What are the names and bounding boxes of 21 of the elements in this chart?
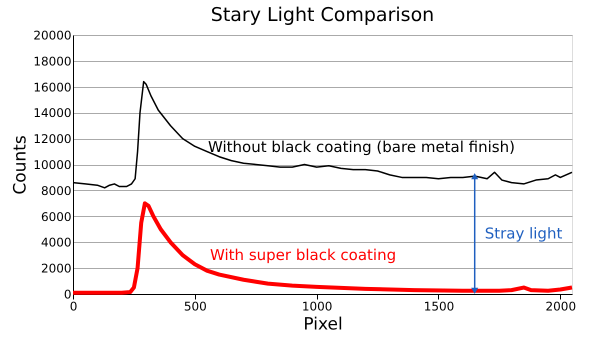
series-label: With super black coating [210, 246, 396, 264]
x-tick-label: 1500 [424, 300, 454, 314]
y-tick-label: 8000 [40, 184, 72, 198]
y-axis-title: Counts [10, 135, 30, 195]
y-tick-label: 2000 [40, 262, 72, 276]
x-axis-title: Pixel [303, 314, 343, 334]
y-tick-label: 0 [64, 288, 72, 302]
y-tick-label: 6000 [40, 210, 72, 224]
y-tick-label: 18000 [33, 54, 72, 68]
y-tick-label: 4000 [40, 236, 72, 250]
y-tick-label: 20000 [33, 28, 72, 42]
series-label: Without black coating (bare metal finish) [208, 138, 515, 156]
y-tick-label: 16000 [33, 80, 72, 94]
y-tick-label: 12000 [33, 132, 72, 146]
y-tick-label: 14000 [33, 106, 72, 120]
x-tick-label: 1000 [302, 300, 332, 314]
x-tick-label: 2000 [546, 300, 576, 314]
chart-title: Stary Light Comparison [210, 4, 434, 26]
x-tick-label: 500 [184, 300, 207, 314]
y-tick-label: 10000 [33, 158, 72, 172]
annotation: Stray light [484, 224, 562, 242]
